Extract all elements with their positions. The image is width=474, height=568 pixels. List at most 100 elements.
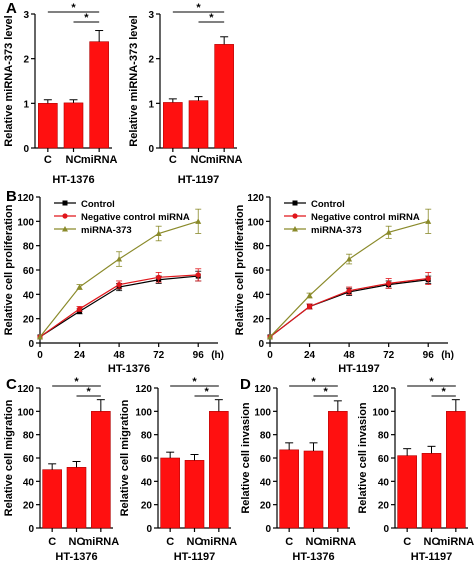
B1-y-tick-label: 60 <box>23 266 35 277</box>
C1-y-tick-label: 80 <box>23 431 35 442</box>
B1-y-axis-label: Relative cell proliferation <box>3 204 15 335</box>
C1-bar <box>42 469 62 529</box>
D1-y-axis-label: Relative cell invasion <box>240 402 252 514</box>
B2-x-axis-label: HT-1197 <box>338 363 380 375</box>
data-point-mirna-373 <box>62 226 68 232</box>
D1-bar <box>328 411 348 529</box>
D1-y-tick-label: 0 <box>265 524 271 535</box>
data-point-mirna-373 <box>116 256 123 262</box>
C1-y-tick-label: 60 <box>23 454 35 465</box>
D2-bar <box>446 411 466 529</box>
data-point-negative-control <box>306 303 313 310</box>
C2-y-tick-label: 20 <box>141 501 153 512</box>
D2-category-label: miRNA <box>437 536 474 548</box>
data-point-negative-control <box>195 272 201 278</box>
D1-y-tick-label: 120 <box>254 384 271 395</box>
C2-y-tick-label: 100 <box>135 407 152 418</box>
data-point-mirna-373 <box>425 218 432 224</box>
D2-significance-star: * <box>442 386 447 398</box>
C1-y-tick-label: 0 <box>28 524 34 535</box>
data-point-mirna-373 <box>76 284 83 290</box>
D2-y-tick-label: 40 <box>378 477 390 488</box>
D1-y-tick-label: 40 <box>260 477 272 488</box>
B2-x-tick-label: 72 <box>383 350 395 361</box>
data-point-mirna-373 <box>195 218 202 224</box>
A2-y-axis-label: Relative miRNA-373 level <box>128 15 140 146</box>
C2-y-tick-label: 120 <box>135 384 152 395</box>
C1-category-label: NC <box>69 536 85 548</box>
data-point-mirna-373 <box>37 333 43 340</box>
A1-x-axis-label: HT-1376 <box>52 174 94 186</box>
B2-y-axis-label: Relative cell proliferation <box>234 204 246 335</box>
D2-y-tick-label: 20 <box>378 501 390 512</box>
D1-y-tick-label: 80 <box>260 431 272 442</box>
panel-letter-b: B <box>6 188 17 205</box>
C2-y-tick-label: 80 <box>141 431 153 442</box>
A1-y-tick-label: 1 <box>23 99 29 110</box>
B1-y-tick-label: 100 <box>17 217 34 228</box>
data-point-mirna-373 <box>385 229 392 235</box>
B2-legend-label: Control <box>311 199 345 210</box>
D2-y-tick-label: 0 <box>383 524 389 535</box>
data-point-control <box>292 200 298 206</box>
C1-bar <box>66 467 87 529</box>
A2-bar <box>214 44 234 149</box>
D2-x-axis-label: HT-1197 <box>411 551 453 563</box>
data-point-mirna-373 <box>155 230 162 236</box>
A1-category-label: C <box>44 154 52 166</box>
B1-x-tick-label: 96 <box>193 350 205 361</box>
A2-category-label: NC <box>191 154 207 166</box>
data-point-negative-control <box>386 280 392 286</box>
data-point-mirna-373 <box>267 333 273 340</box>
B1-x-axis-label: HT-1376 <box>108 363 150 375</box>
B2-x-tick-label: 96 <box>423 350 435 361</box>
D2-category-label: C <box>403 536 411 548</box>
A1-significance-star: * <box>71 2 76 14</box>
B1-x-tick-label: 0 <box>37 350 43 361</box>
A2-bar <box>188 100 209 149</box>
A1-bar <box>63 102 84 149</box>
D2-y-tick-label: 120 <box>372 384 389 395</box>
data-point-negative-control <box>346 288 352 294</box>
D1-significance-star: * <box>324 386 329 398</box>
C2-significance-star: * <box>205 386 210 398</box>
C1-y-tick-label: 20 <box>23 501 35 512</box>
B1-x-tick-label: 48 <box>114 350 126 361</box>
panel-letter-d: D <box>240 376 251 393</box>
B2-y-tick-label: 80 <box>253 242 265 253</box>
data-point-mirna-373 <box>292 226 298 232</box>
D1-bar <box>279 449 299 529</box>
C2-y-tick-label: 40 <box>141 477 153 488</box>
B2-series-line <box>269 220 429 338</box>
C2-y-axis-label: Relative cell migration <box>119 399 131 516</box>
C2-bar <box>209 411 229 529</box>
data-point-negative-control <box>292 213 298 219</box>
B2-x-tick-label: 48 <box>344 350 356 361</box>
D1-x-axis-label: HT-1376 <box>292 551 334 563</box>
B1-y-tick-label: 80 <box>23 242 35 253</box>
C1-significance-star: * <box>87 386 92 398</box>
D2-y-tick-label: 80 <box>378 431 390 442</box>
C2-category-label: miRNA <box>200 536 237 548</box>
C2-category-label: C <box>166 536 174 548</box>
B2-x-unit: (h) <box>441 350 454 361</box>
data-point-negative-control <box>76 306 83 312</box>
A1-bar <box>38 103 58 149</box>
B2-y-tick-label: 0 <box>258 339 264 350</box>
A1-y-tick-label: 3 <box>23 10 29 21</box>
C1-bar <box>91 411 111 529</box>
data-point-negative-control <box>62 213 68 219</box>
D2-y-axis-label: Relative cell invasion <box>357 402 369 514</box>
C2-significance-star: * <box>192 376 197 388</box>
B1-y-tick-label: 120 <box>17 193 34 204</box>
data-point-negative-control <box>116 282 122 288</box>
B2-x-tick-label: 0 <box>267 350 273 361</box>
A1-y-tick-label: 2 <box>23 55 29 66</box>
A2-significance-star: * <box>209 12 214 24</box>
D1-y-tick-label: 20 <box>260 501 272 512</box>
data-point-mirna-373 <box>306 292 313 299</box>
C1-y-tick-label: 100 <box>17 407 34 418</box>
C2-bar <box>160 457 180 529</box>
B1-legend-label: Control <box>81 199 115 210</box>
D2-y-tick-label: 100 <box>372 407 389 418</box>
